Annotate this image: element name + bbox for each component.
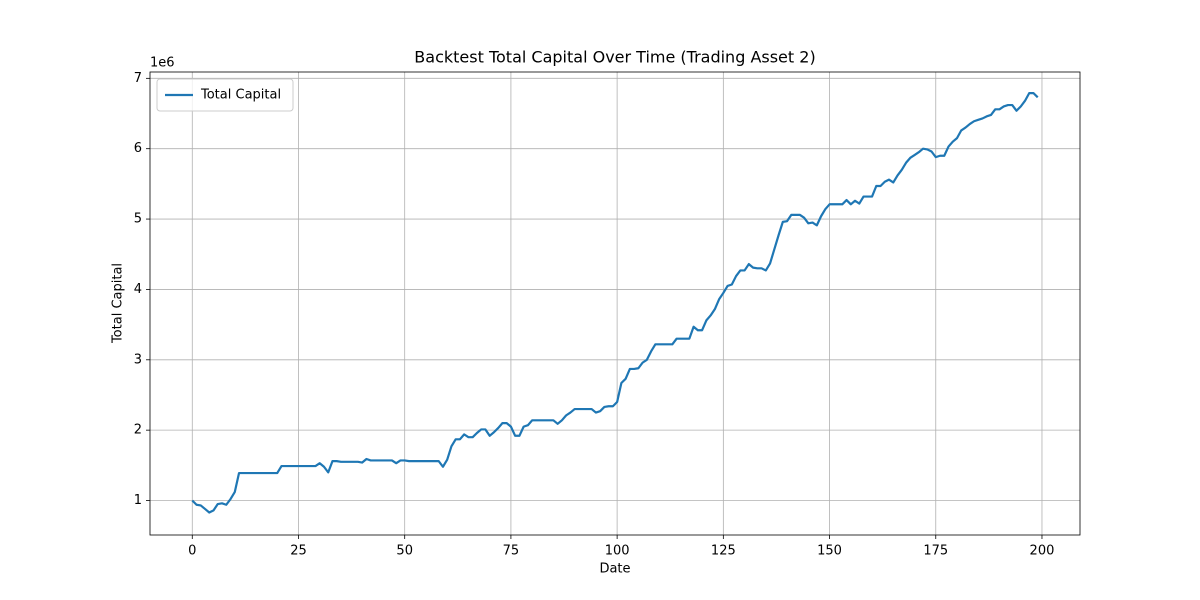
y-axis-label: Total Capital [111,263,126,344]
y-tick-label: 4 [134,282,142,297]
x-tick-label: 150 [817,544,842,559]
x-tick-label: 125 [711,544,736,559]
y-offset-label: 1e6 [150,56,175,71]
y-tick-label: 5 [134,212,142,227]
x-tick-label: 25 [290,544,307,559]
chart-title: Backtest Total Capital Over Time (Tradin… [414,48,815,67]
x-tick-label: 100 [605,544,630,559]
y-tick-label: 2 [134,423,142,438]
plot [191,92,1039,514]
legend-label: Total Capital [200,88,281,103]
y-tick-label: 1 [134,493,142,508]
grid [150,72,1080,535]
x-tick-label: 0 [188,544,196,559]
y-tick-label: 7 [134,71,142,86]
data-line [191,92,1039,514]
x-tick-label: 200 [1030,544,1055,559]
x-tick-label: 75 [503,544,520,559]
legend-box [156,78,294,112]
y-tick-label: 3 [134,352,142,367]
legend: Total Capital [156,78,294,112]
x-tick-label: 175 [923,544,948,559]
axes-frame [149,71,1081,536]
x-axis-label: Date [599,562,630,577]
x-tick-label: 50 [396,544,413,559]
y-tick-label: 6 [134,141,142,156]
